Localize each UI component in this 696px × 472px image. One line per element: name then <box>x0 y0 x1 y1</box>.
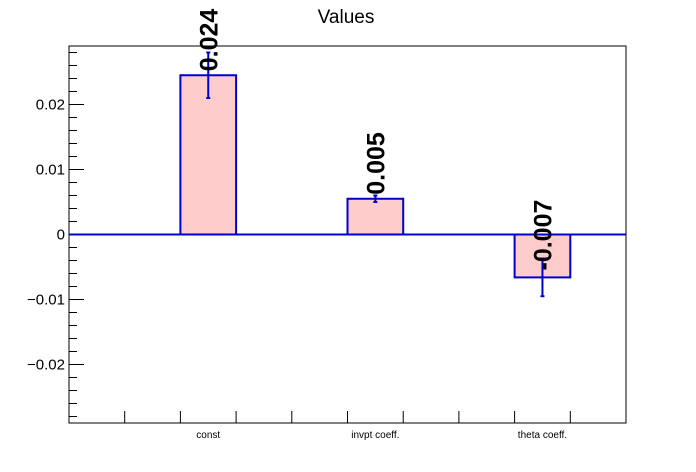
data-label-2: -0.007 <box>529 200 557 271</box>
bar-1 <box>346 197 405 236</box>
data-label-1: 0.005 <box>362 132 390 195</box>
plot-area: −0.02 −0.01 0 0.01 0.02 const invpt coeff. thet… <box>27 9 627 441</box>
y-tick-label: 0 <box>57 227 65 244</box>
y-tick-label: 0.02 <box>36 97 65 114</box>
x-tick-label-0: const <box>196 430 220 441</box>
chart-title: Values <box>318 7 375 28</box>
data-label-0: 0.024 <box>195 9 223 72</box>
y-tick-label: −0.02 <box>27 357 65 374</box>
y-tick-label: −0.01 <box>27 292 65 309</box>
bar-0 <box>179 74 238 236</box>
x-tick-label-1: invpt coeff. <box>351 430 399 441</box>
y-tick-label: 0.01 <box>36 162 65 179</box>
x-tick-label-2: theta coeff. <box>518 430 567 441</box>
